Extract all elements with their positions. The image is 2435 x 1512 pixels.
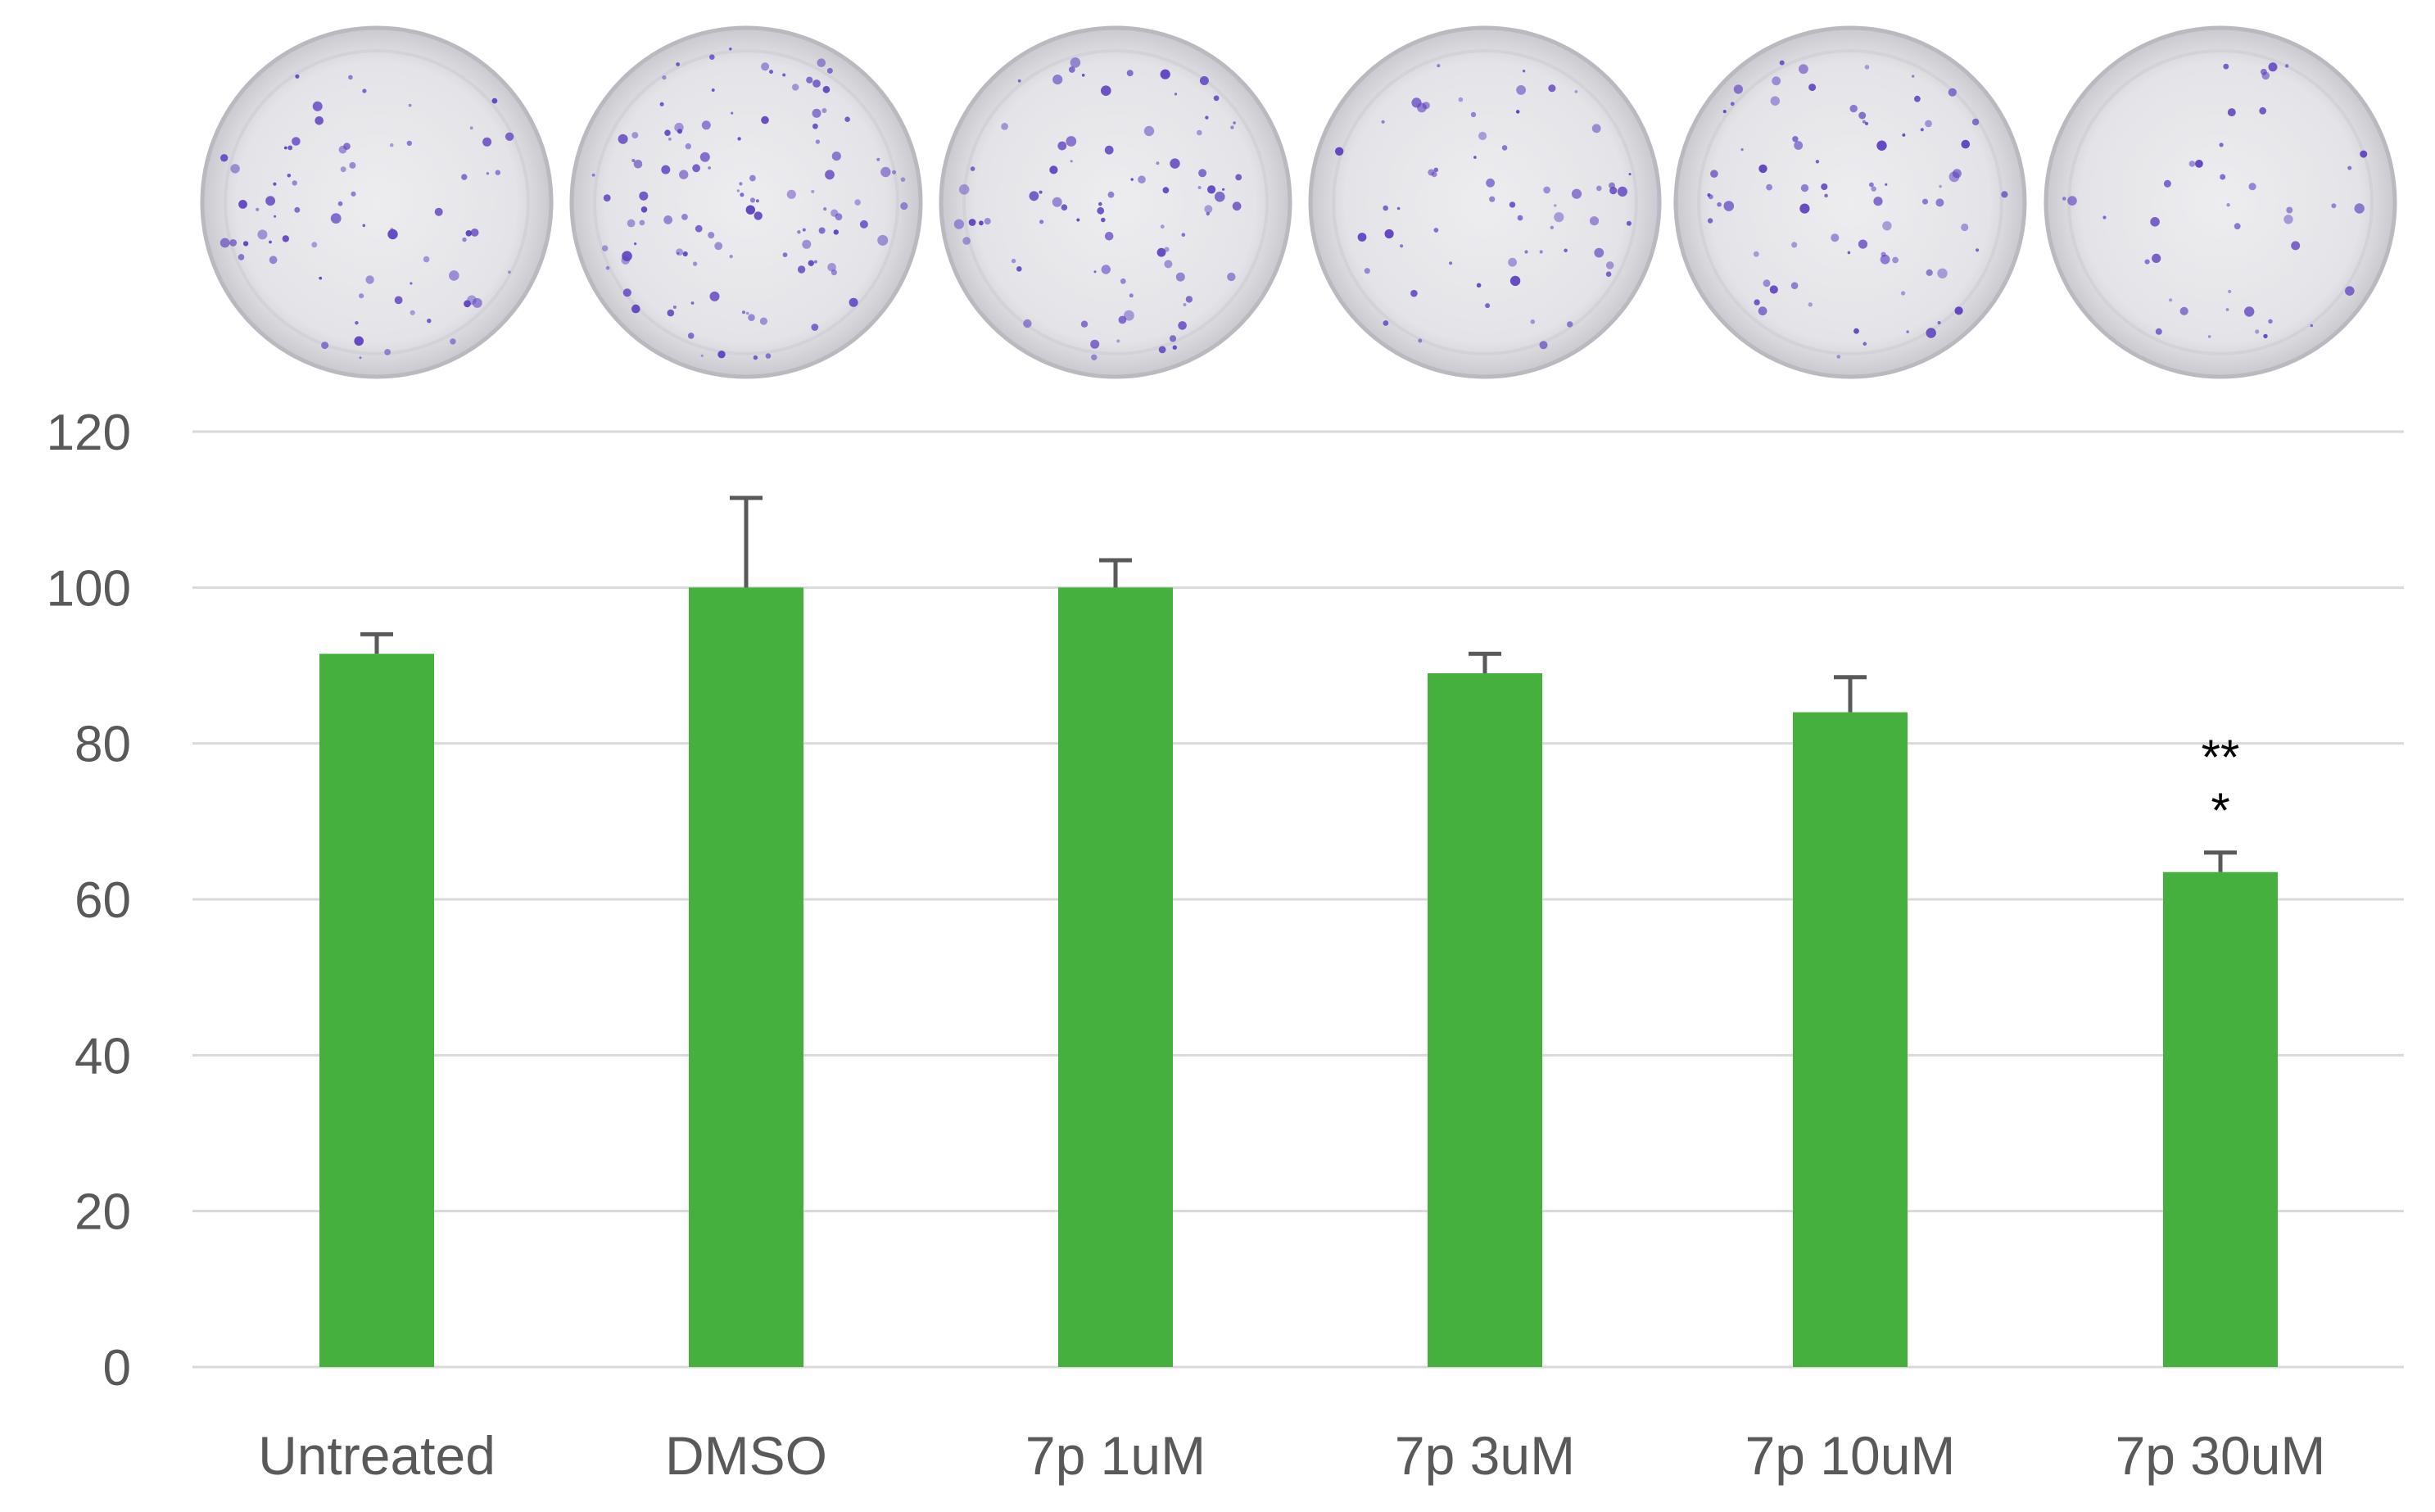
error-bar [1834,675,1867,713]
y-axis-tick-labels: 0 20 40 60 80 100 120 [47,405,131,1397]
error-bar [1099,558,1132,588]
significance-marker: *** [2202,730,2240,838]
svg-text:*: * [2211,783,2229,838]
y-tick-label: 60 [75,872,131,929]
y-tick-label: 20 [75,1184,131,1241]
petri-dish-image [200,25,554,379]
bar [689,587,803,1367]
bar [2163,871,2278,1367]
significance-annotations: *** [2202,730,2240,838]
x-axis-tick-labels: Untreated DMSO 7p 1uM 7p 3uM 7p 10uM 7p 30uM [258,1425,2325,1486]
error-bar [2204,850,2237,872]
x-tick-label: 7p 3uM [1395,1425,1575,1486]
y-tick-label: 0 [103,1340,131,1397]
petri-dish-image [1308,25,1662,379]
petri-dish-image [2043,25,2397,379]
bar [319,654,434,1367]
x-tick-label: 7p 10uM [1745,1425,1956,1486]
petri-dish-image [569,25,923,379]
y-tick-label: 40 [75,1028,131,1084]
y-tick-label: 120 [47,405,131,461]
x-tick-label: 7p 1uM [1025,1425,1206,1486]
error-bars [360,496,2237,872]
y-tick-label: 80 [75,717,131,773]
petri-dish-images [200,25,2397,379]
bars [319,587,2278,1367]
petri-dish-image [1673,25,2027,379]
error-bar [360,632,393,654]
bar [1428,673,1542,1367]
x-tick-label: Untreated [258,1425,496,1486]
error-bar [1469,651,1501,674]
bar [1058,587,1173,1367]
x-tick-label: 7p 30uM [2116,1425,2326,1486]
bar [1793,712,1908,1367]
svg-text:**: ** [2202,730,2240,785]
gridlines [192,430,2404,1369]
x-tick-label: DMSO [665,1425,827,1486]
petri-dish-image [939,25,1292,379]
y-tick-label: 100 [47,560,131,617]
error-bar [730,496,763,588]
